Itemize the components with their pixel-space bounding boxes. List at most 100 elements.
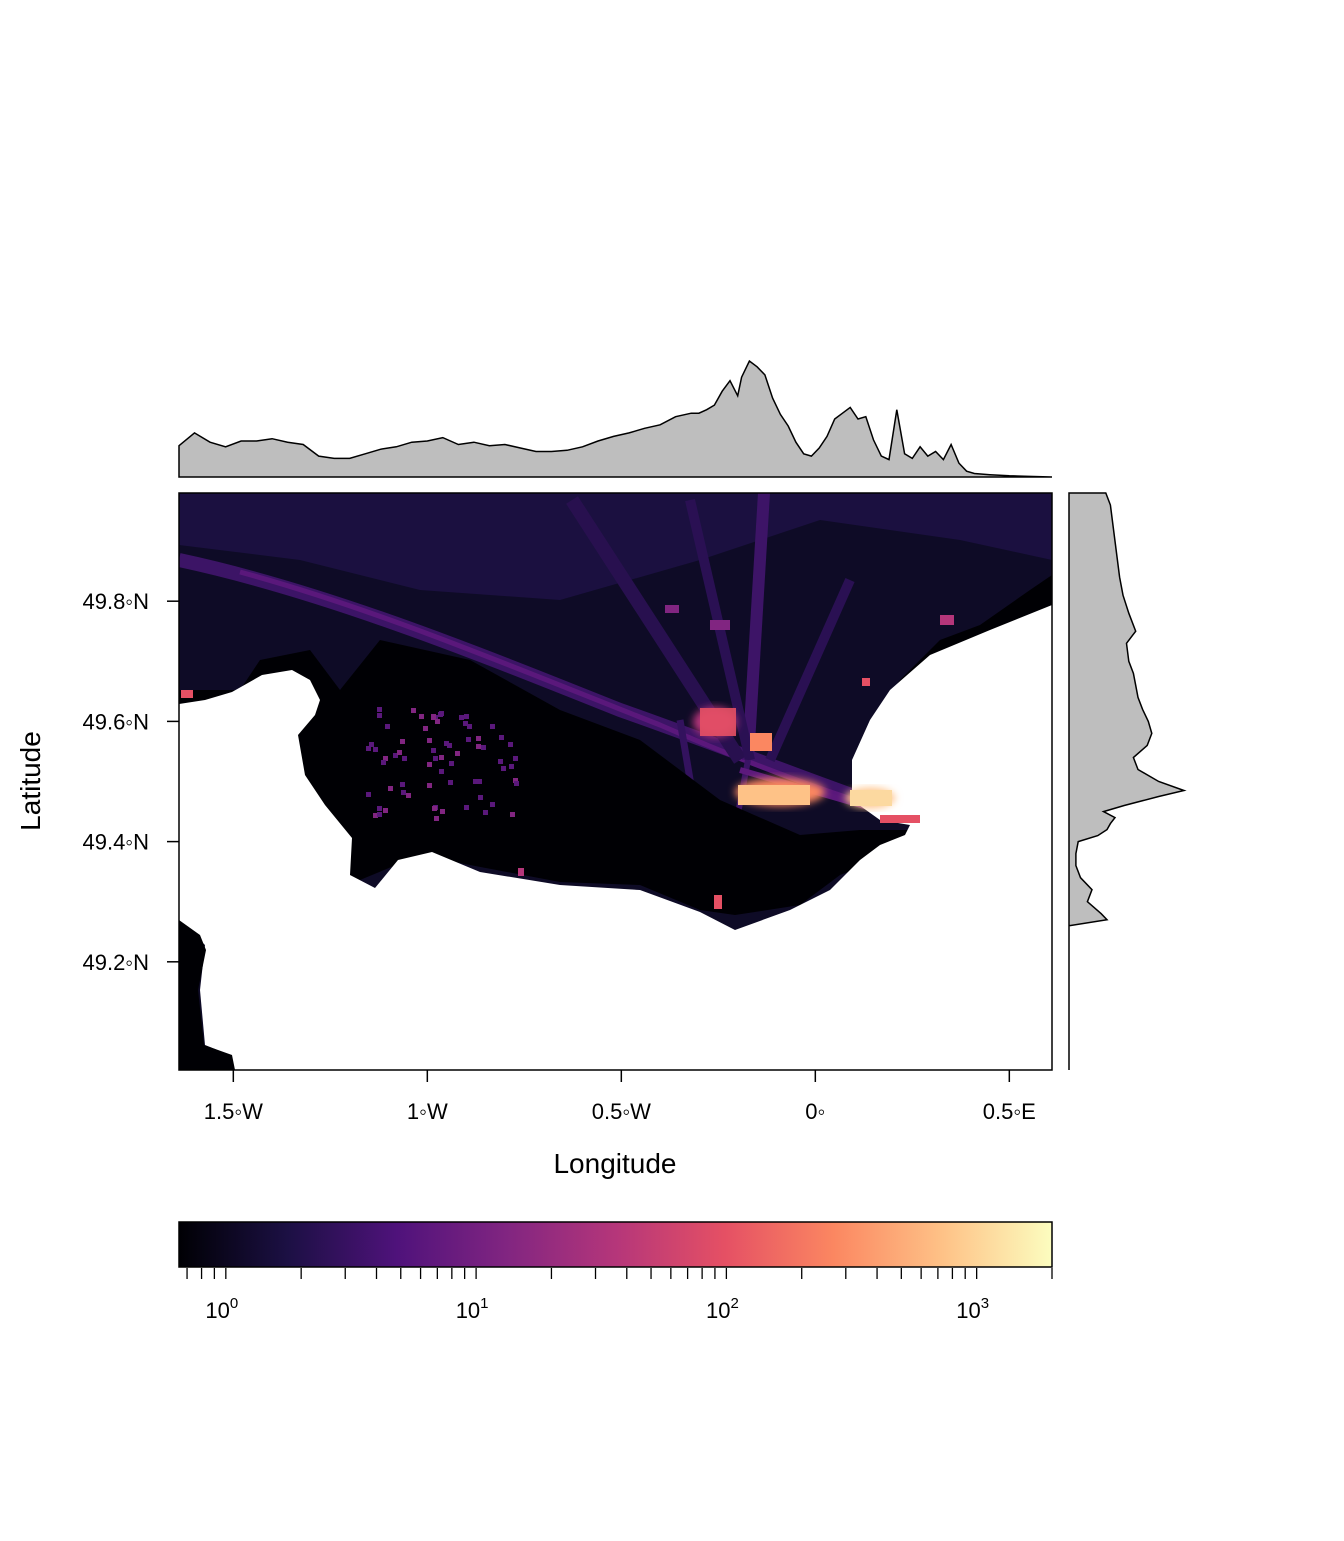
colorbar-tick-base: 10 <box>456 1298 480 1323</box>
activity-cell <box>411 708 416 713</box>
activity-cell <box>373 813 378 818</box>
activity-cell <box>476 744 481 749</box>
x-tick-label: 1.5◦W <box>204 1099 263 1124</box>
colorbar-tick-label: 102 <box>706 1295 739 1323</box>
latitude-density-curve <box>1068 492 1187 1070</box>
x-tick-label: 1◦W <box>407 1099 448 1124</box>
hotspot-south <box>714 895 722 909</box>
land-cotentin <box>179 605 1052 1070</box>
hotspot-ne-coast-2 <box>862 678 870 686</box>
y-tick-label: 49.2◦N <box>82 950 149 975</box>
activity-cell <box>464 714 469 719</box>
activity-cell <box>476 736 481 741</box>
colorbar-tick-exponent: 0 <box>230 1295 238 1312</box>
hotspot-anchorage-2 <box>750 733 772 751</box>
y-axis-label: Latitude <box>15 731 46 831</box>
hotspot-anchorage-1 <box>700 708 736 736</box>
activity-cell <box>434 816 439 821</box>
activity-cell <box>400 739 405 744</box>
right-marginal-density <box>1068 492 1187 1070</box>
activity-cell <box>447 743 452 748</box>
activity-cell <box>449 761 454 766</box>
colorbar-tick-label: 101 <box>456 1295 489 1323</box>
activity-cell <box>440 809 445 814</box>
activity-cell <box>444 741 449 746</box>
coastal-zero-band <box>179 640 920 915</box>
activity-cell <box>490 724 495 729</box>
activity-cell <box>435 719 440 724</box>
map-frame <box>178 492 1053 1071</box>
hotspot-west-1 <box>181 690 193 698</box>
x-tick-label: 0.5◦E <box>983 1099 1036 1124</box>
map-panel <box>179 493 1052 1070</box>
activity-cell <box>383 808 388 813</box>
activity-cell <box>419 714 424 719</box>
y-axis: 49.2◦N 49.4◦N 49.6◦N 49.8◦N <box>82 589 179 975</box>
x-tick-label: 0◦ <box>805 1099 825 1124</box>
colorbar-tick-base: 10 <box>205 1298 229 1323</box>
west-coast-zero-band <box>179 920 235 1070</box>
activity-cell <box>439 755 444 760</box>
hotspot-west-2 <box>518 868 524 876</box>
activity-cell <box>377 713 382 718</box>
top-marginal-density <box>178 359 1053 478</box>
activity-cell <box>459 715 464 720</box>
hotspot-north-2 <box>665 605 679 613</box>
activity-cell <box>385 724 390 729</box>
activity-cell <box>397 750 402 755</box>
hotspot-ne-coast <box>940 615 954 625</box>
activity-cell <box>466 737 471 742</box>
activity-cell <box>508 742 513 747</box>
activity-cell <box>439 769 444 774</box>
activity-cell <box>377 806 382 811</box>
activity-cell <box>513 778 518 783</box>
x-axis: 1.5◦W 1◦W 0.5◦W 0◦ 0.5◦E <box>204 1070 1036 1124</box>
activity-cell <box>510 812 515 817</box>
activity-cell <box>401 790 406 795</box>
activity-cell <box>427 762 432 767</box>
activity-cell <box>464 805 469 810</box>
activity-cell <box>427 738 432 743</box>
hotspot-channel <box>880 815 920 823</box>
activity-cell <box>463 721 468 726</box>
x-tick-label: 0.5◦W <box>592 1099 651 1124</box>
activity-cell <box>433 756 438 761</box>
estuary-hotspots <box>181 605 954 909</box>
activity-cell <box>383 756 388 761</box>
activity-cell <box>499 735 504 740</box>
activity-cell <box>477 779 482 784</box>
colorbar-tick-base: 10 <box>706 1298 730 1323</box>
activity-cell <box>455 751 460 756</box>
activity-cell <box>513 756 518 761</box>
y-tick-label: 49.4◦N <box>82 830 149 855</box>
activity-cell <box>406 793 411 798</box>
colorbar <box>178 1221 1053 1268</box>
longitude-density-curve <box>178 359 1053 478</box>
colorbar-tick-exponent: 1 <box>480 1295 488 1312</box>
x-axis-label: Longitude <box>553 1148 676 1179</box>
activity-cell <box>438 712 443 717</box>
activity-cell <box>393 753 398 758</box>
scattered-activity-cells <box>366 707 519 821</box>
offshore-zone <box>179 493 1052 600</box>
hotspot-port-2 <box>850 790 892 806</box>
activity-cell <box>501 766 506 771</box>
y-tick-label: 49.8◦N <box>82 589 149 614</box>
y-tick-label: 49.6◦N <box>82 709 149 734</box>
activity-cell <box>366 746 371 751</box>
activity-cell <box>400 782 405 787</box>
activity-cell <box>423 726 428 731</box>
activity-cell <box>377 707 382 712</box>
northeast-coastal-zero-band <box>855 575 1052 770</box>
activity-cell <box>478 795 483 800</box>
north-lane-4 <box>765 577 855 763</box>
activity-cell <box>448 780 453 785</box>
colorbar-tick-exponent: 3 <box>981 1295 989 1312</box>
activity-cell <box>432 806 437 811</box>
activity-cell <box>369 742 374 747</box>
activity-cell <box>381 760 386 765</box>
activity-cell <box>377 812 382 817</box>
hotspot-north-1 <box>710 620 730 630</box>
colorbar-tick-base: 10 <box>956 1298 980 1323</box>
